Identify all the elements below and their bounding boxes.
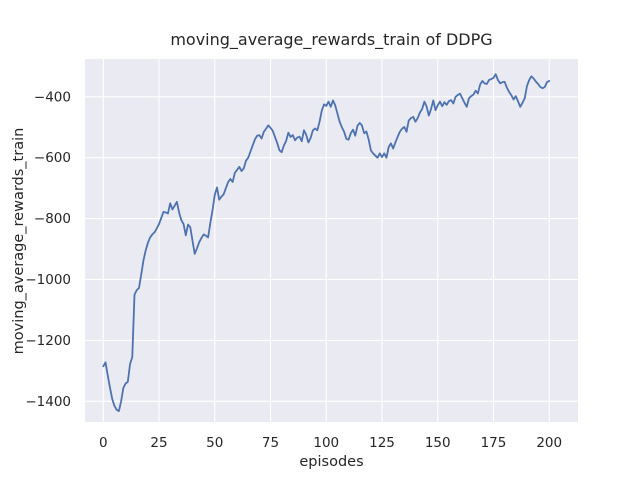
x-axis-label: episodes <box>299 454 364 470</box>
chart-title: moving_average_rewards_train of DDPG <box>170 30 493 49</box>
y-tick-label: −1000 <box>25 272 71 288</box>
y-tick-label: −400 <box>34 89 71 105</box>
y-tick-label: −1200 <box>25 333 71 349</box>
x-tick-label: 0 <box>99 435 108 451</box>
reward-line-series <box>102 73 551 412</box>
x-tick-label: 150 <box>425 435 451 451</box>
x-tick-label: 50 <box>206 435 223 451</box>
x-tick-label: 100 <box>313 435 339 451</box>
x-tick-label: 200 <box>536 435 562 451</box>
x-tick-label: 25 <box>150 435 167 451</box>
x-tick-label: 75 <box>262 435 279 451</box>
x-tick-label: 175 <box>481 435 507 451</box>
y-tick-label: −600 <box>34 150 71 166</box>
y-tick-label: −1400 <box>25 394 71 410</box>
axes-background <box>85 59 578 422</box>
y-tick-label: −800 <box>34 211 71 227</box>
x-tick-label: 125 <box>369 435 395 451</box>
